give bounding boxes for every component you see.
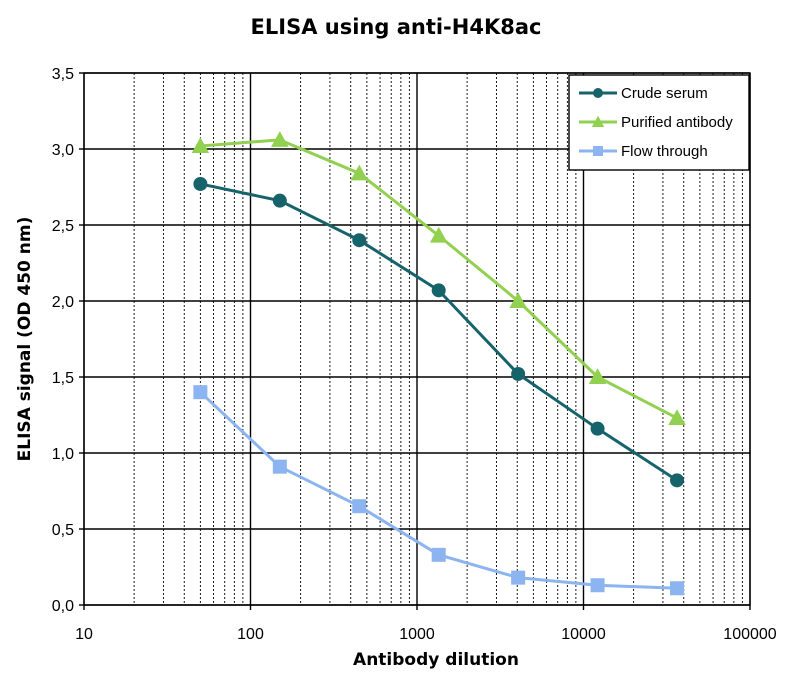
y-tick-label: 3,0 — [52, 142, 74, 159]
y-tick-label: 1,5 — [52, 370, 74, 387]
x-tick-label: 100 — [237, 626, 264, 643]
x-axis-label: Antibody dilution — [353, 650, 519, 670]
y-tick-label: 2,0 — [52, 294, 74, 311]
data-point-flow-through — [193, 385, 208, 400]
data-point-flow-through — [272, 459, 287, 474]
series-purified-antibody — [191, 131, 686, 426]
data-point-purified-antibody — [271, 131, 289, 147]
data-point-crude-serum — [670, 473, 685, 488]
y-tick-label: 1,0 — [52, 446, 74, 463]
series-layer — [191, 131, 686, 596]
data-point-flow-through — [431, 547, 446, 562]
data-point-purified-antibody — [509, 292, 527, 308]
y-tick-label: 0,0 — [52, 598, 74, 615]
data-point-flow-through — [670, 581, 685, 596]
legend-label-crude-serum: Crude serum — [621, 85, 708, 102]
data-point-flow-through — [590, 578, 605, 593]
chart-title: ELISA using anti-H4K8ac — [251, 15, 542, 39]
data-point-purified-antibody — [191, 137, 210, 153]
data-point-crude-serum — [511, 366, 526, 381]
tick-labels: 10 100 1000 10000 100000 0,0 0,5 1,0 1,5 2,0 2,5 3,… — [52, 66, 777, 643]
data-point-purified-antibody — [588, 368, 607, 384]
y-tick-label: 2,5 — [52, 218, 74, 235]
data-point-crude-serum — [590, 421, 605, 436]
series-crude-serum — [193, 176, 685, 488]
x-tick-label: 100000 — [723, 626, 776, 643]
data-point-flow-through — [352, 499, 367, 514]
y-tick-label: 3,5 — [52, 66, 74, 83]
legend: Crude serum Purified antibody Flow through — [568, 74, 750, 171]
data-point-purified-antibody — [429, 226, 448, 243]
data-point-purified-antibody — [668, 409, 686, 426]
legend-marker-crude-serum — [593, 88, 603, 98]
data-point-crude-serum — [352, 233, 367, 248]
legend-marker-flow-through — [593, 146, 603, 156]
plot-frame — [83, 72, 751, 606]
legend-label-flow-through: Flow through — [621, 143, 708, 160]
y-axis-label: ELISA signal (OD 450 nm) — [15, 217, 35, 462]
y-tick-label: 0,5 — [52, 522, 74, 539]
data-point-crude-serum — [272, 193, 287, 208]
series-flow-through — [193, 385, 685, 596]
x-tick-label: 10000 — [561, 626, 606, 643]
data-point-flow-through — [511, 570, 526, 585]
data-point-crude-serum — [431, 283, 446, 298]
x-tick-label: 10 — [75, 626, 93, 643]
legend-label-purified-antibody: Purified antibody — [621, 114, 733, 131]
data-point-purified-antibody — [350, 164, 369, 181]
x-tick-label: 1000 — [399, 626, 435, 643]
legend-marker-purified-antibody — [591, 115, 605, 127]
data-point-crude-serum — [193, 176, 208, 191]
